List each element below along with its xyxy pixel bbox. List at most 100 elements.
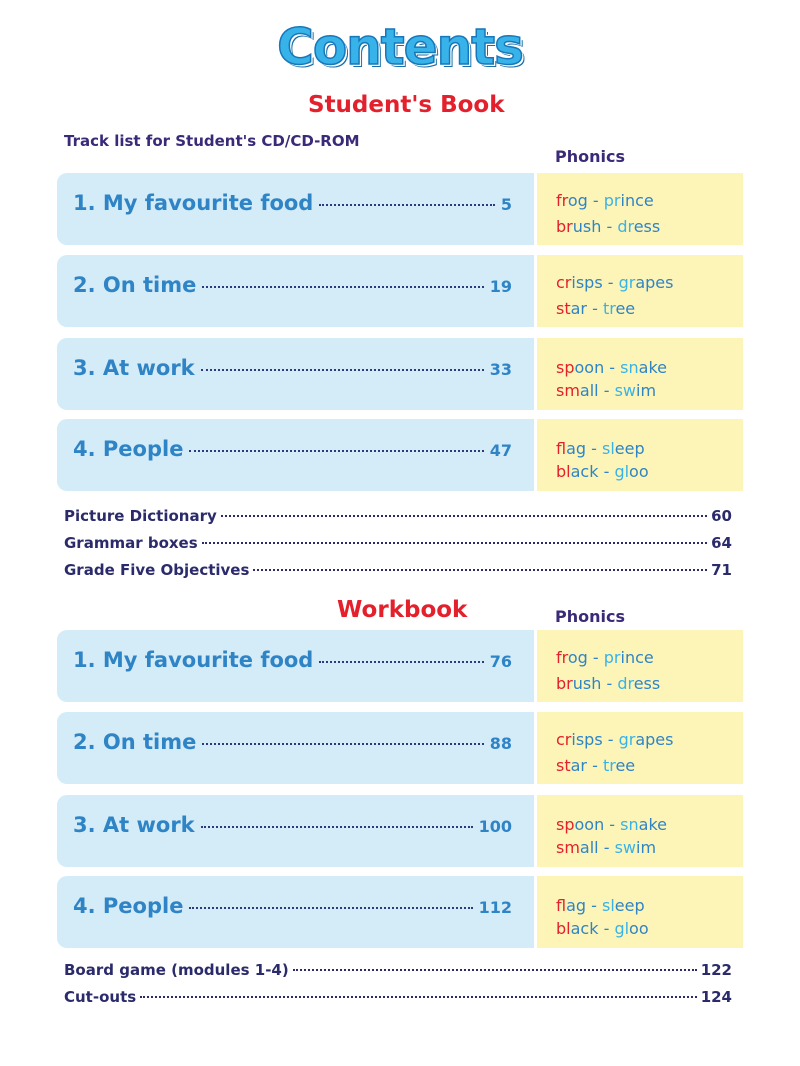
phonics-fragment: isps bbox=[571, 273, 603, 292]
unit-entry[interactable]: 4. People 112 bbox=[57, 876, 534, 948]
phonics-fragment: ess bbox=[633, 217, 661, 236]
phonics-separator: - bbox=[598, 381, 615, 400]
phonics-fragment: isps bbox=[571, 730, 603, 749]
phonics-fragment: pr bbox=[603, 648, 621, 667]
unit-title: 3. At work bbox=[73, 356, 195, 380]
unit-row: 1. My favourite food 5 bbox=[73, 191, 512, 215]
phonics-fragment: tr bbox=[602, 756, 616, 775]
phonics-box: flag - sleep black - gloo bbox=[537, 419, 743, 491]
unit-page: 100 bbox=[478, 817, 512, 836]
toc-entry-board-game[interactable]: Board game (modules 1-4) 122 bbox=[64, 961, 732, 979]
phonics-fragment: im bbox=[636, 838, 657, 857]
unit-title: 4. People bbox=[73, 894, 184, 918]
unit-title: 1. My favourite food bbox=[73, 648, 314, 672]
unit-page: 112 bbox=[478, 898, 512, 917]
phonics-separator: - bbox=[602, 273, 619, 292]
phonics-fragment: ar bbox=[570, 299, 587, 318]
phonics-fragment: ess bbox=[633, 674, 661, 693]
phonics-fragment: tr bbox=[602, 299, 616, 318]
dot-leader bbox=[292, 969, 697, 971]
unit-page: 47 bbox=[489, 441, 512, 460]
toc-entry-picture-dictionary[interactable]: Picture Dictionary 60 bbox=[64, 507, 732, 525]
phonics-box: flag - sleep black - gloo bbox=[537, 876, 743, 948]
toc-entry-label: Grade Five Objectives bbox=[64, 561, 250, 579]
unit-entry[interactable]: 4. People 47 bbox=[57, 419, 534, 491]
workbook-heading: Workbook bbox=[337, 597, 468, 623]
unit-entry[interactable]: 3. At work 100 bbox=[57, 795, 534, 867]
page-title: Contents bbox=[276, 17, 524, 77]
phonics-fragment: ar bbox=[570, 756, 587, 775]
dot-leader bbox=[201, 542, 708, 544]
phonics-box: frog - prince brush - dress bbox=[537, 173, 743, 245]
phonics-fragment: pr bbox=[603, 191, 621, 210]
phonics-pair: spoon - snake bbox=[556, 815, 667, 834]
phonics-separator: - bbox=[601, 217, 618, 236]
phonics-fragment: fr bbox=[556, 191, 568, 210]
unit-entry[interactable]: 1. My favourite food 5 bbox=[57, 173, 534, 245]
phonics-fragment: ince bbox=[620, 648, 654, 667]
unit-title: 2. On time bbox=[73, 730, 197, 754]
dot-leader bbox=[189, 906, 473, 909]
toc-entry-cut-outs[interactable]: Cut-outs 124 bbox=[64, 988, 732, 1006]
phonics-fragment: ack bbox=[570, 919, 599, 938]
unit-entry[interactable]: 3. At work 33 bbox=[57, 338, 534, 410]
phonics-fragment: sn bbox=[620, 358, 639, 377]
phonics-fragment: ag bbox=[566, 439, 587, 458]
toc-entry-grade-five-objectives[interactable]: Grade Five Objectives 71 bbox=[64, 561, 732, 579]
phonics-fragment: fl bbox=[556, 439, 567, 458]
students-book-heading: Student's Book bbox=[308, 92, 505, 118]
phonics-separator: - bbox=[604, 815, 621, 834]
phonics-fragment: ag bbox=[566, 896, 587, 915]
unit-entry[interactable]: 1. My favourite food 76 bbox=[57, 630, 534, 702]
phonics-fragment: all bbox=[579, 838, 599, 857]
phonics-fragment: ince bbox=[620, 191, 654, 210]
toc-entry-label: Picture Dictionary bbox=[64, 507, 217, 525]
phonics-fragment: eep bbox=[614, 896, 645, 915]
phonics-fragment: ake bbox=[638, 815, 667, 834]
phonics-pair: crisps - grapes bbox=[556, 730, 673, 749]
phonics-pair: brush - dress bbox=[556, 217, 660, 236]
unit-entry[interactable]: 2. On time 88 bbox=[57, 712, 534, 784]
phonics-fragment: fl bbox=[556, 896, 567, 915]
phonics-pair: frog - prince bbox=[556, 191, 654, 210]
unit-page: 19 bbox=[489, 277, 512, 296]
unit-row: 2. On time 88 bbox=[73, 730, 512, 754]
phonics-fragment: sn bbox=[620, 815, 639, 834]
phonics-fragment: gl bbox=[614, 919, 630, 938]
unit-row: 1. My favourite food 76 bbox=[73, 648, 512, 672]
dot-leader bbox=[140, 996, 697, 998]
phonics-fragment: st bbox=[556, 299, 571, 318]
phonics-fragment: gr bbox=[618, 273, 636, 292]
phonics-fragment: st bbox=[556, 756, 571, 775]
phonics-fragment: dr bbox=[617, 217, 634, 236]
phonics-pair: star - tree bbox=[556, 299, 635, 318]
unit-entry[interactable]: 2. On time 19 bbox=[57, 255, 534, 327]
toc-entry-page: 71 bbox=[711, 561, 732, 579]
phonics-fragment: sw bbox=[614, 838, 636, 857]
phonics-separator: - bbox=[586, 439, 602, 458]
phonics-fragment: sl bbox=[602, 896, 615, 915]
phonics-separator: - bbox=[586, 896, 602, 915]
phonics-fragment: oon bbox=[574, 815, 605, 834]
phonics-pair: small - swim bbox=[556, 381, 656, 400]
phonics-fragment: og bbox=[567, 648, 588, 667]
dot-leader bbox=[189, 449, 484, 452]
phonics-pair: crisps - grapes bbox=[556, 273, 673, 292]
unit-row: 2. On time 19 bbox=[73, 273, 512, 297]
toc-entry-grammar-boxes[interactable]: Grammar boxes 64 bbox=[64, 534, 732, 552]
phonics-fragment: sp bbox=[556, 815, 575, 834]
phonics-separator: - bbox=[601, 674, 618, 693]
phonics-box: frog - prince brush - dress bbox=[537, 630, 743, 702]
unit-title: 3. At work bbox=[73, 813, 195, 837]
phonics-pair: black - gloo bbox=[556, 919, 649, 938]
phonics-separator: - bbox=[587, 191, 604, 210]
phonics-heading-wb: Phonics bbox=[555, 607, 625, 626]
phonics-fragment: ake bbox=[638, 358, 667, 377]
phonics-heading-sb: Phonics bbox=[555, 147, 625, 166]
phonics-pair: brush - dress bbox=[556, 674, 660, 693]
dot-leader bbox=[200, 368, 484, 371]
phonics-separator: - bbox=[598, 838, 615, 857]
dot-leader bbox=[253, 569, 708, 571]
unit-title: 4. People bbox=[73, 437, 184, 461]
phonics-box: crisps - grapes star - tree bbox=[537, 255, 743, 327]
